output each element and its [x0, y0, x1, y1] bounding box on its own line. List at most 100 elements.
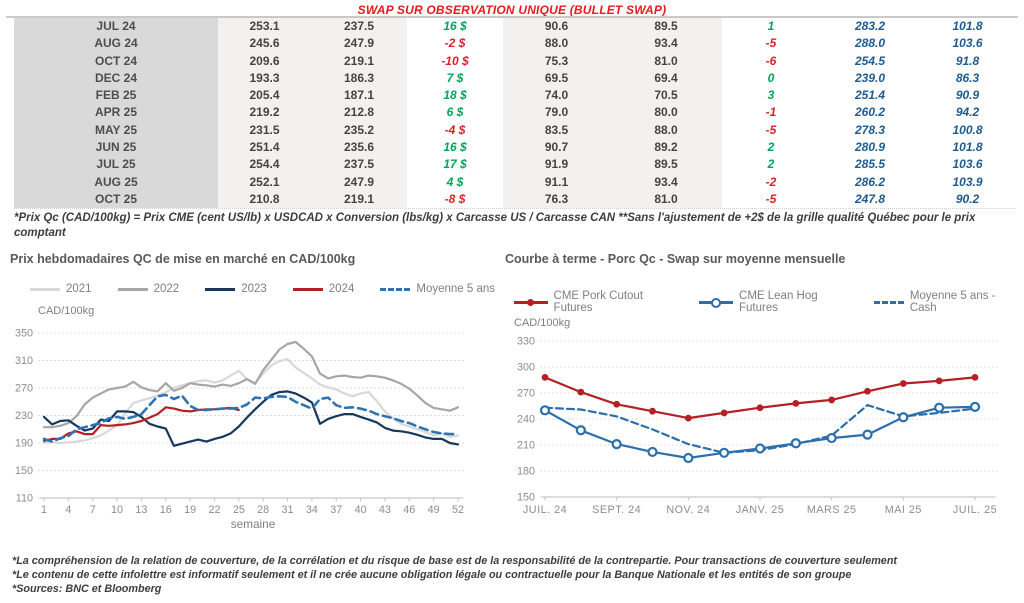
y-tick-label: 270 — [517, 388, 535, 400]
table-cell: 88.0 — [503, 35, 610, 53]
table-cell: 235.2 — [311, 121, 407, 140]
x-tick-label: JUIL. 24 — [523, 504, 567, 516]
table-cell: 251.4 — [218, 139, 311, 157]
table-row-month: JUN 25 — [14, 139, 218, 157]
legend-item: CME Pork Cutout Futures — [514, 290, 683, 314]
table-cell: 101.8 — [952, 19, 983, 33]
x-tick-label: NOV. 24 — [666, 504, 710, 516]
filled-circle-marker-icon — [526, 298, 534, 306]
x-tick-label: MAI 25 — [885, 504, 922, 516]
data-point — [539, 405, 551, 416]
y-tick-label: 330 — [517, 336, 535, 348]
table-cell: 100.8 — [952, 122, 983, 137]
table-cell: 254.5 — [854, 53, 886, 68]
swap-table: JUL 24 253.1 237.5 16 $90.6 89.5 1 283.2 101.8 A… — [14, 18, 1015, 210]
table-cell: 260.2 — [854, 105, 886, 120]
table-row-month: DEC 24 — [14, 69, 218, 88]
table-cell: -5 — [765, 191, 777, 206]
table-cell: 219.2 — [218, 104, 311, 122]
table-cell: 251.4 — [854, 88, 886, 103]
y-tick-label: 270 — [15, 383, 33, 395]
table-cell: -2 — [765, 174, 777, 189]
x-tick-label: 31 — [282, 504, 294, 516]
y-tick-label: 190 — [15, 438, 33, 450]
table-cell: 247.8 — [854, 191, 886, 206]
legend-label: CME Lean Hog Futures — [739, 290, 818, 314]
table-cell: 285.5 — [854, 157, 886, 172]
table-cell: 1 — [767, 19, 775, 33]
disclaimer-line: *Le contenu de cette infolettre est info… — [12, 569, 852, 581]
table-cell: 231.5 — [218, 121, 311, 140]
data-point — [611, 439, 622, 450]
legend-item: 2023 — [205, 283, 267, 295]
data-point — [577, 388, 585, 396]
x-tick-label: 40 — [355, 504, 367, 516]
weekly-price-chart-title: Prix hebdomadaires QC de mise en marché … — [10, 252, 356, 266]
y-tick-label: 240 — [517, 414, 535, 426]
x-tick-label: 49 — [428, 504, 440, 516]
disclaimer-footer: *La compréhension de la relation de couv… — [12, 554, 1017, 596]
table-cell: 74.0 — [503, 87, 610, 105]
table-cell: 75.3 — [503, 52, 610, 70]
x-tick-label: 52 — [452, 504, 464, 516]
data-point — [575, 425, 586, 436]
table-cell: 187.1 — [311, 87, 407, 105]
table-cell: 219.1 — [311, 190, 407, 209]
legend-label: 2023 — [241, 283, 267, 295]
table-cell: 79.0 — [503, 104, 610, 122]
data-point — [683, 452, 694, 464]
legend-swatch-line — [292, 287, 323, 291]
sources-line: *Sources: BNC et Bloomberg — [12, 583, 162, 595]
table-row-month: FEB 25 — [14, 87, 218, 105]
table-cell: 69.5 — [503, 69, 610, 88]
series-moyenne-5-ans-line — [42, 393, 460, 443]
forward-curve-chart-legend: CME Pork Cutout Futures CME Lean Hog Futu… — [514, 290, 1024, 314]
x-tick-label: MARS 25 — [807, 504, 857, 516]
table-cell: 86.3 — [955, 70, 980, 85]
x-tick-label: 16 — [160, 504, 172, 516]
table-cell: 254.4 — [218, 156, 311, 174]
table-cell: 16 $ — [443, 140, 467, 155]
table-row-month: OCT 24 — [14, 52, 218, 70]
legend-item: 2022 — [117, 283, 180, 295]
data-point — [720, 409, 728, 417]
x-tick-label: 43 — [379, 504, 391, 516]
table-cell: 2 — [767, 157, 775, 172]
data-point — [541, 374, 549, 381]
table-row-month: OCT 25 — [14, 190, 218, 209]
table-cell: 245.6 — [218, 35, 311, 53]
weekly-price-chart-legend: 2021 2022 2023 2024 Moyenne 5 ans — [30, 283, 495, 295]
legend-item: 2024 — [292, 283, 354, 295]
table-cell: 283.2 — [854, 19, 886, 33]
x-tick-label: 1 — [41, 504, 47, 516]
x-axis-title: semaine — [231, 517, 276, 531]
table-cell: 252.1 — [218, 173, 311, 191]
legend-item: CME Lean Hog Futures — [699, 290, 858, 314]
y-tick-label: 210 — [517, 440, 535, 452]
y-tick-label: 150 — [517, 492, 535, 504]
left-y-axis-label: CAD/100kg — [38, 305, 95, 317]
data-point — [898, 412, 909, 423]
legend-item: 2021 — [30, 283, 92, 295]
table-cell: 88.0 — [610, 121, 722, 140]
table-cell: -8 $ — [444, 191, 466, 206]
table-row-month: AUG 25 — [14, 173, 218, 191]
table-cell: -4 $ — [444, 122, 466, 137]
table-cell: -1 — [765, 105, 777, 120]
table-row-month: MAY 25 — [14, 121, 218, 140]
data-point — [934, 402, 945, 413]
legend-label: Moyenne 5 ans — [416, 283, 496, 295]
open-circle-marker-icon — [711, 297, 722, 308]
legend-label: Moyenne 5 ans - Cash — [909, 290, 996, 314]
table-cell: 286.2 — [854, 174, 886, 189]
table-cell: 70.5 — [610, 87, 722, 105]
table-cell: 6 $ — [446, 105, 464, 120]
x-tick-label: 19 — [184, 504, 196, 516]
table-cell: -6 — [765, 53, 777, 68]
x-tick-label: 10 — [111, 504, 123, 516]
table-cell: 205.4 — [218, 87, 311, 105]
table-cell: 186.3 — [311, 69, 407, 88]
legend-label: 2022 — [153, 283, 180, 295]
table-cell: 2 — [767, 140, 775, 155]
